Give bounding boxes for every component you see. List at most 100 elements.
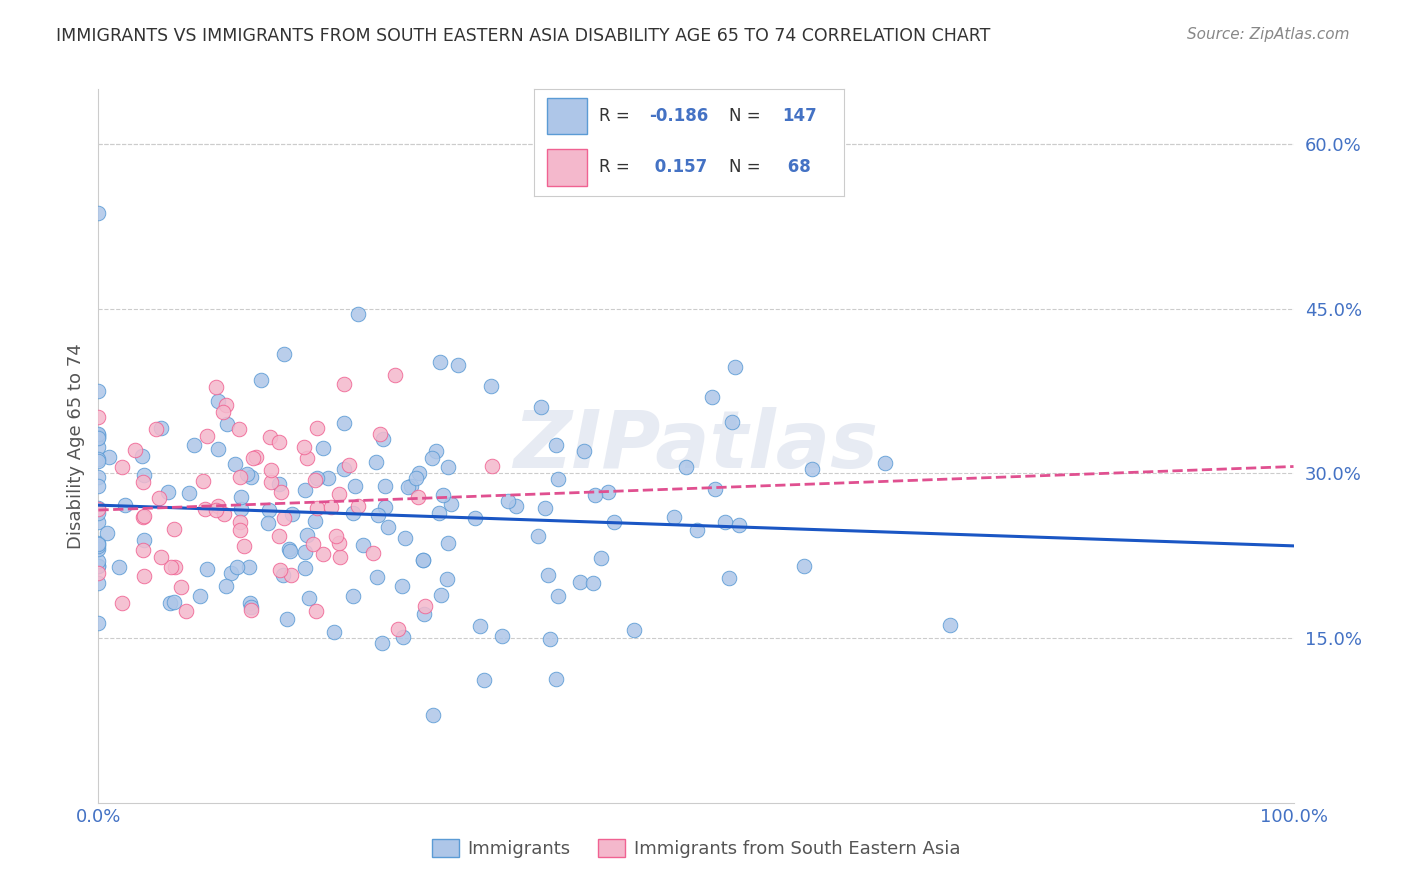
Point (174, 604, 197, 618)
Point (280, 568, 302, 582)
Point (239, 596, 262, 610)
Point (132, 508, 155, 523)
Point (131, 450, 153, 464)
Point (371, 635, 394, 649)
Point (333, 377, 356, 392)
Point (87, 431, 110, 445)
Point (412, 607, 434, 621)
Point (468, 619, 491, 633)
Point (267, 529, 290, 543)
Point (228, 422, 250, 436)
Point (342, 506, 364, 520)
Point (408, 467, 430, 481)
Point (280, 508, 302, 522)
Point (316, 471, 339, 485)
Point (87, 426, 110, 441)
Point (179, 486, 201, 500)
Point (328, 536, 350, 550)
Point (239, 602, 262, 616)
Point (472, 673, 495, 687)
Point (361, 546, 384, 560)
Point (193, 474, 215, 488)
Point (124, 442, 146, 457)
Point (145, 422, 167, 436)
Text: 68: 68 (782, 159, 810, 177)
Point (724, 360, 747, 375)
Point (305, 604, 328, 618)
Point (97, 450, 120, 465)
Point (420, 451, 443, 466)
Point (374, 479, 396, 493)
Point (384, 368, 406, 382)
Point (873, 456, 896, 470)
Point (429, 588, 451, 602)
Point (793, 559, 815, 574)
Point (374, 500, 396, 514)
Point (270, 484, 292, 499)
Point (260, 463, 283, 477)
Point (347, 499, 370, 513)
Point (228, 523, 250, 537)
Point (367, 508, 389, 523)
Point (132, 533, 155, 547)
Point (87, 410, 110, 425)
Point (447, 358, 470, 372)
Point (87, 206, 110, 220)
Point (205, 503, 228, 517)
Point (114, 498, 136, 512)
Point (727, 517, 749, 532)
Point (294, 483, 316, 497)
Point (325, 528, 347, 542)
Point (547, 473, 569, 487)
Point (278, 544, 301, 558)
Point (352, 538, 374, 552)
Point (229, 491, 252, 505)
Point (240, 600, 263, 615)
Point (157, 484, 180, 499)
Point (391, 579, 413, 593)
Point (149, 550, 172, 565)
Point (87, 554, 110, 568)
Point (132, 475, 155, 489)
Point (368, 426, 391, 441)
Point (685, 523, 707, 537)
Point (278, 541, 301, 556)
Point (87, 440, 110, 454)
Point (366, 570, 388, 584)
Point (533, 501, 555, 516)
Point (569, 574, 592, 589)
Point (496, 494, 519, 508)
Point (87, 453, 110, 467)
Point (214, 507, 236, 521)
Point (87, 502, 110, 516)
Point (87, 384, 110, 398)
Point (312, 547, 335, 561)
Point (304, 473, 326, 487)
Point (387, 623, 409, 637)
Point (238, 559, 260, 574)
Point (373, 432, 395, 446)
Point (596, 485, 619, 500)
Point (307, 501, 329, 516)
Point (343, 478, 366, 492)
Point (298, 591, 321, 605)
Point (87, 452, 110, 467)
Point (505, 500, 527, 514)
Point (276, 612, 298, 626)
Point (87, 430, 110, 444)
Point (436, 572, 458, 586)
Point (801, 461, 824, 475)
Point (195, 562, 218, 576)
Point (87, 559, 110, 574)
Point (87, 536, 110, 550)
Point (87, 558, 110, 573)
Point (333, 462, 356, 476)
Point (583, 487, 606, 501)
Point (342, 590, 364, 604)
Point (132, 569, 155, 583)
Point (479, 379, 502, 393)
Text: N =: N = (730, 107, 766, 125)
Text: 147: 147 (782, 107, 817, 125)
Point (195, 429, 218, 443)
Point (305, 471, 328, 485)
